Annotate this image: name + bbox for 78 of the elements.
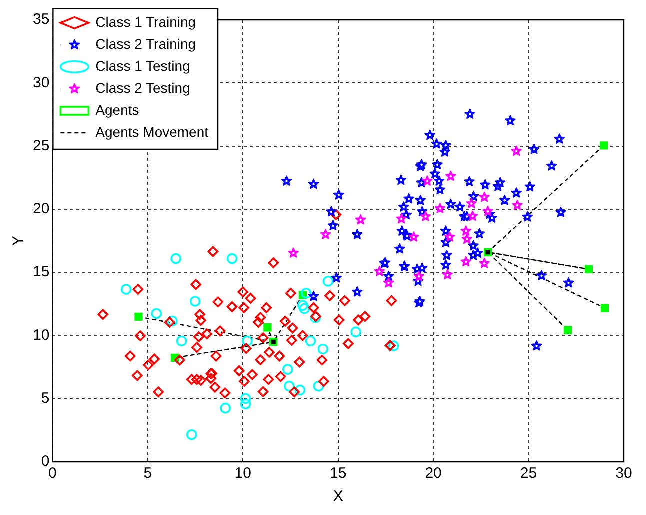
point [288, 248, 299, 258]
y-tick-label: 15 [32, 264, 50, 281]
point [482, 206, 494, 216]
point [294, 384, 306, 396]
point [270, 338, 278, 346]
point [151, 308, 162, 320]
point [479, 192, 490, 202]
point [322, 276, 334, 287]
point [242, 336, 253, 347]
x-tick-label: 25 [520, 465, 538, 482]
point [300, 288, 312, 299]
point [355, 214, 366, 225]
y-tick-label: 30 [32, 74, 50, 92]
point [350, 326, 362, 338]
x-tick-label: 15 [330, 465, 347, 482]
point [240, 398, 252, 410]
point [388, 340, 400, 352]
point [484, 248, 492, 256]
point [226, 253, 238, 264]
point [282, 364, 294, 375]
x-tick-label: 10 [234, 465, 252, 482]
legend-label: Class 1 Training [96, 14, 196, 30]
y-tick-label: 20 [32, 200, 50, 218]
point [313, 380, 324, 392]
point [284, 380, 295, 392]
point [462, 234, 472, 244]
point [320, 229, 332, 240]
x-tick-label: 20 [425, 465, 442, 482]
point [466, 198, 478, 208]
legend-label: Class 2 Testing [96, 80, 190, 96]
point [420, 211, 432, 222]
point [444, 232, 456, 242]
point [170, 253, 182, 264]
x-tick-label: 30 [616, 465, 632, 482]
point [264, 324, 272, 332]
point [600, 142, 608, 150]
point [176, 336, 188, 347]
point [446, 170, 456, 182]
point [240, 393, 252, 404]
y-tick-label: 5 [41, 390, 50, 407]
y-tick-label: 35 [32, 11, 50, 28]
point [408, 232, 420, 242]
point [220, 402, 232, 414]
legend-label: Agents [96, 102, 140, 118]
point [564, 326, 572, 334]
point [434, 203, 446, 214]
point [299, 303, 310, 314]
legend-label: Agents Movement [96, 124, 209, 140]
y-axis-title: Y [10, 236, 28, 246]
point [190, 296, 201, 307]
point [422, 176, 433, 186]
point [305, 336, 316, 347]
legend-label: Class 1 Testing [96, 58, 190, 74]
point [383, 277, 394, 288]
point [479, 258, 490, 268]
point [460, 226, 472, 236]
point [318, 344, 329, 355]
x-axis-title: X [333, 488, 344, 506]
point [414, 271, 424, 282]
y-tick-label: 25 [32, 137, 50, 154]
point [134, 312, 143, 321]
point [460, 256, 472, 267]
legend-label: Class 2 Training [96, 36, 196, 52]
point [374, 266, 386, 276]
point [120, 284, 132, 295]
point [511, 146, 522, 156]
point [167, 316, 178, 327]
point [298, 300, 308, 312]
y-tick-label: 0 [41, 453, 50, 470]
point [512, 200, 523, 210]
x-tick-label: 5 [144, 465, 152, 482]
point [584, 265, 594, 274]
point [442, 269, 454, 280]
point [600, 304, 610, 312]
point [467, 210, 478, 222]
point [396, 213, 407, 224]
point [186, 429, 198, 440]
y-tick-label: 10 [32, 326, 50, 344]
